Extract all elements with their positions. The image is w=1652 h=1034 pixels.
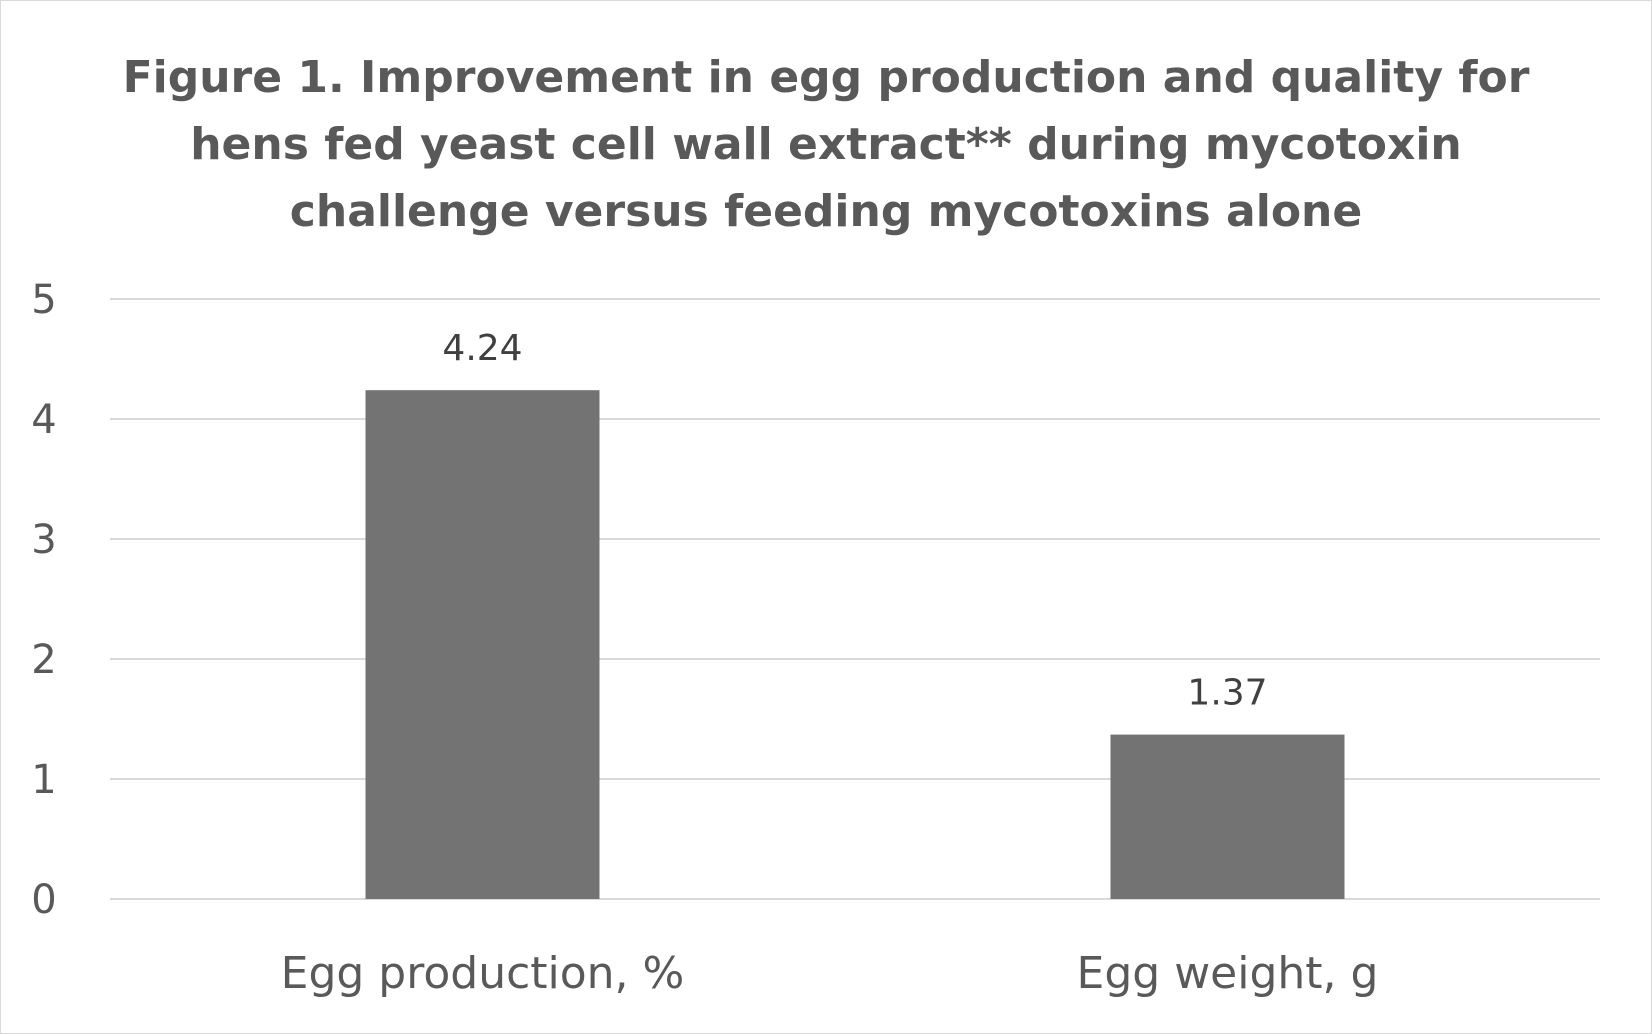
x-category-label: Egg weight, g xyxy=(1077,948,1379,999)
data-label: 4.24 xyxy=(442,328,522,369)
data-label: 1.37 xyxy=(1187,673,1267,714)
y-tick-label: 0 xyxy=(31,877,56,923)
y-tick-label: 2 xyxy=(31,637,56,683)
x-axis-categories: Egg production, % Egg weight, g xyxy=(281,948,1379,999)
bars xyxy=(365,390,1345,899)
y-tick-label: 5 xyxy=(31,277,56,323)
x-category-label: Egg production, % xyxy=(281,948,685,999)
y-tick-label: 1 xyxy=(31,757,56,803)
chart-title: Figure 1. Improvement in egg production … xyxy=(122,52,1530,237)
bar-egg-production xyxy=(365,390,600,899)
data-labels: 4.24 1.37 xyxy=(442,328,1267,713)
gridlines xyxy=(110,298,1600,900)
y-tick-label: 3 xyxy=(31,517,56,563)
y-axis-ticks: 0 1 2 3 4 5 xyxy=(31,277,56,923)
y-tick-label: 4 xyxy=(31,397,56,443)
bar-egg-weight xyxy=(1110,734,1345,899)
